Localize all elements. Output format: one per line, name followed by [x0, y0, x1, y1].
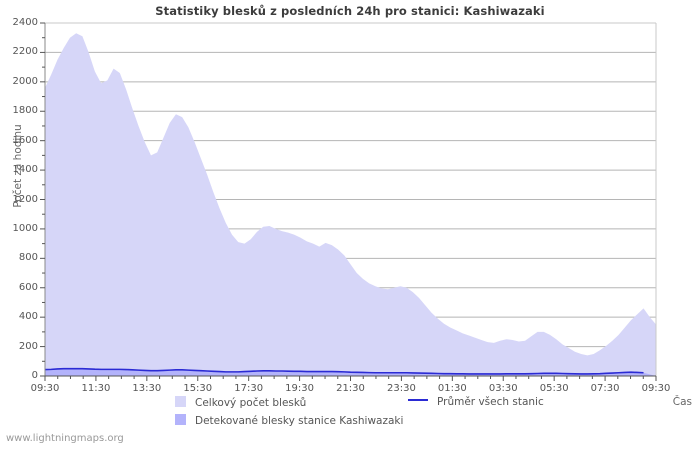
x-tick-label: 15:30 [183, 383, 213, 394]
line-average-all-stations [44, 367, 644, 375]
x-tick-label: 13:30 [132, 383, 162, 394]
y-tick-label: 800 [18, 252, 38, 264]
legend-item-total: Celkový počet blesků [175, 396, 306, 409]
y-tick-label: 400 [18, 311, 38, 323]
y-tick-label: 1400 [12, 164, 38, 176]
y-tick-label: 1600 [12, 134, 38, 146]
x-tick-label: 11:30 [81, 383, 111, 394]
x-tick-label: 07:30 [590, 383, 620, 394]
legend-label-average: Průměr všech stanic [437, 396, 544, 408]
x-tick-label: 19:30 [285, 383, 314, 394]
legend-swatch-total [175, 396, 186, 407]
y-tick-label: 2200 [12, 46, 38, 58]
x-axis-title: Čas [672, 396, 692, 408]
x-tick-label: 21:30 [336, 383, 365, 394]
y-tick-label: 1000 [12, 222, 38, 234]
y-tick-label: 1800 [12, 105, 38, 117]
y-tick-label: 2400 [12, 17, 38, 28]
footer-watermark: www.lightningmaps.org [6, 433, 124, 444]
x-tick-label: 09:30 [30, 383, 60, 394]
y-tick-label: 1200 [12, 193, 38, 205]
legend-label-total: Celkový počet blesků [195, 397, 307, 409]
plot-area [40, 22, 657, 381]
legend-swatch-station [175, 414, 186, 425]
chart-legend: Celkový počet blesků Detekované blesky s… [0, 392, 700, 432]
legend-item-station: Detekované blesky stanice Kashiwazaki [175, 414, 403, 427]
area-total-lightning [45, 33, 656, 377]
x-tick-label: 03:30 [488, 383, 518, 394]
x-tick-label: 05:30 [539, 383, 569, 394]
page-title: Statistiky blesků z posledních 24h pro s… [155, 4, 545, 18]
x-tick-label: 23:30 [386, 383, 416, 394]
legend-line-average [408, 399, 428, 401]
legend-label-station: Detekované blesky stanice Kashiwazaki [195, 415, 404, 427]
x-tick-label: 01:30 [437, 383, 467, 394]
y-tick-label: 0 [31, 370, 38, 381]
x-tick-label: 17:30 [234, 383, 264, 394]
y-tick-label: 600 [18, 281, 38, 293]
y-tick-label: 2000 [12, 75, 38, 87]
x-tick-label: 09:30 [641, 383, 671, 394]
y-tick-label: 200 [18, 340, 38, 352]
legend-item-average: Průměr všech stanic [408, 396, 544, 408]
